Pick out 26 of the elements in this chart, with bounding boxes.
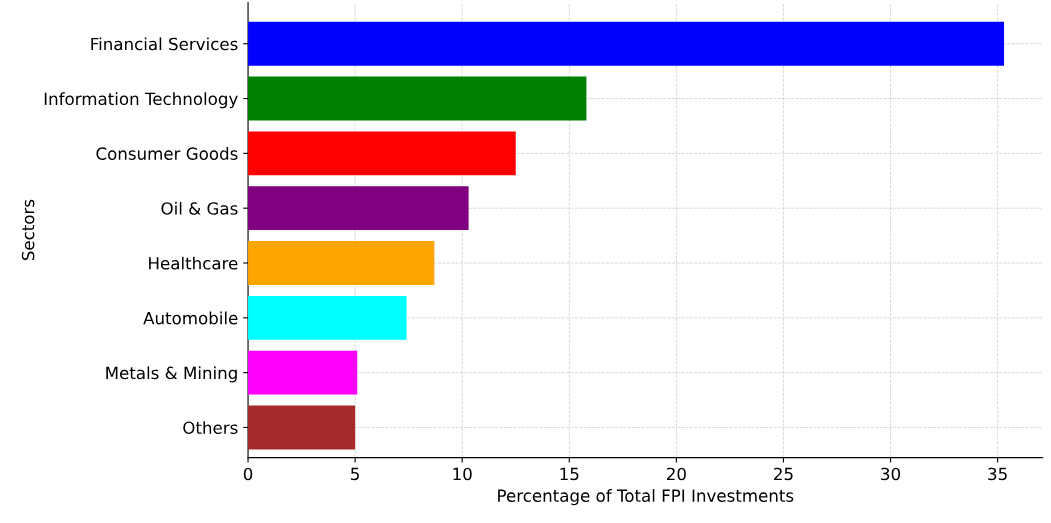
bar xyxy=(248,350,358,395)
y-tick-label: Consumer Goods xyxy=(96,147,238,160)
y-tick-label: Information Technology xyxy=(44,92,238,109)
x-tick-label: 30 xyxy=(881,467,901,481)
y-tick-label: Healthcare xyxy=(149,256,238,270)
y-tick-label: Automobile xyxy=(143,311,238,325)
x-tick-label: 25 xyxy=(774,467,793,481)
y-tick-label: Financial Services xyxy=(91,37,238,51)
bar xyxy=(248,131,516,176)
x-tick-label: 5 xyxy=(351,467,359,481)
bar xyxy=(248,295,407,340)
x-tick-label: 10 xyxy=(453,467,472,481)
bar xyxy=(248,405,356,450)
x-tick-label: 0 xyxy=(243,467,253,481)
x-tick-label: 15 xyxy=(560,467,579,481)
y-axis-title: Sectors xyxy=(21,199,35,261)
y-tick-label: Others xyxy=(183,421,238,435)
bar xyxy=(248,76,587,121)
bar xyxy=(248,241,435,285)
x-tick-label: 20 xyxy=(666,467,686,481)
x-tick-label: 35 xyxy=(988,467,1007,481)
y-tick-label: Oil & Gas xyxy=(161,201,238,215)
y-tick-label: Metals & Mining xyxy=(106,366,237,383)
bar xyxy=(248,186,469,231)
x-axis-title: Percentage of Total FPI Investments xyxy=(498,489,794,506)
bar xyxy=(248,21,1005,66)
